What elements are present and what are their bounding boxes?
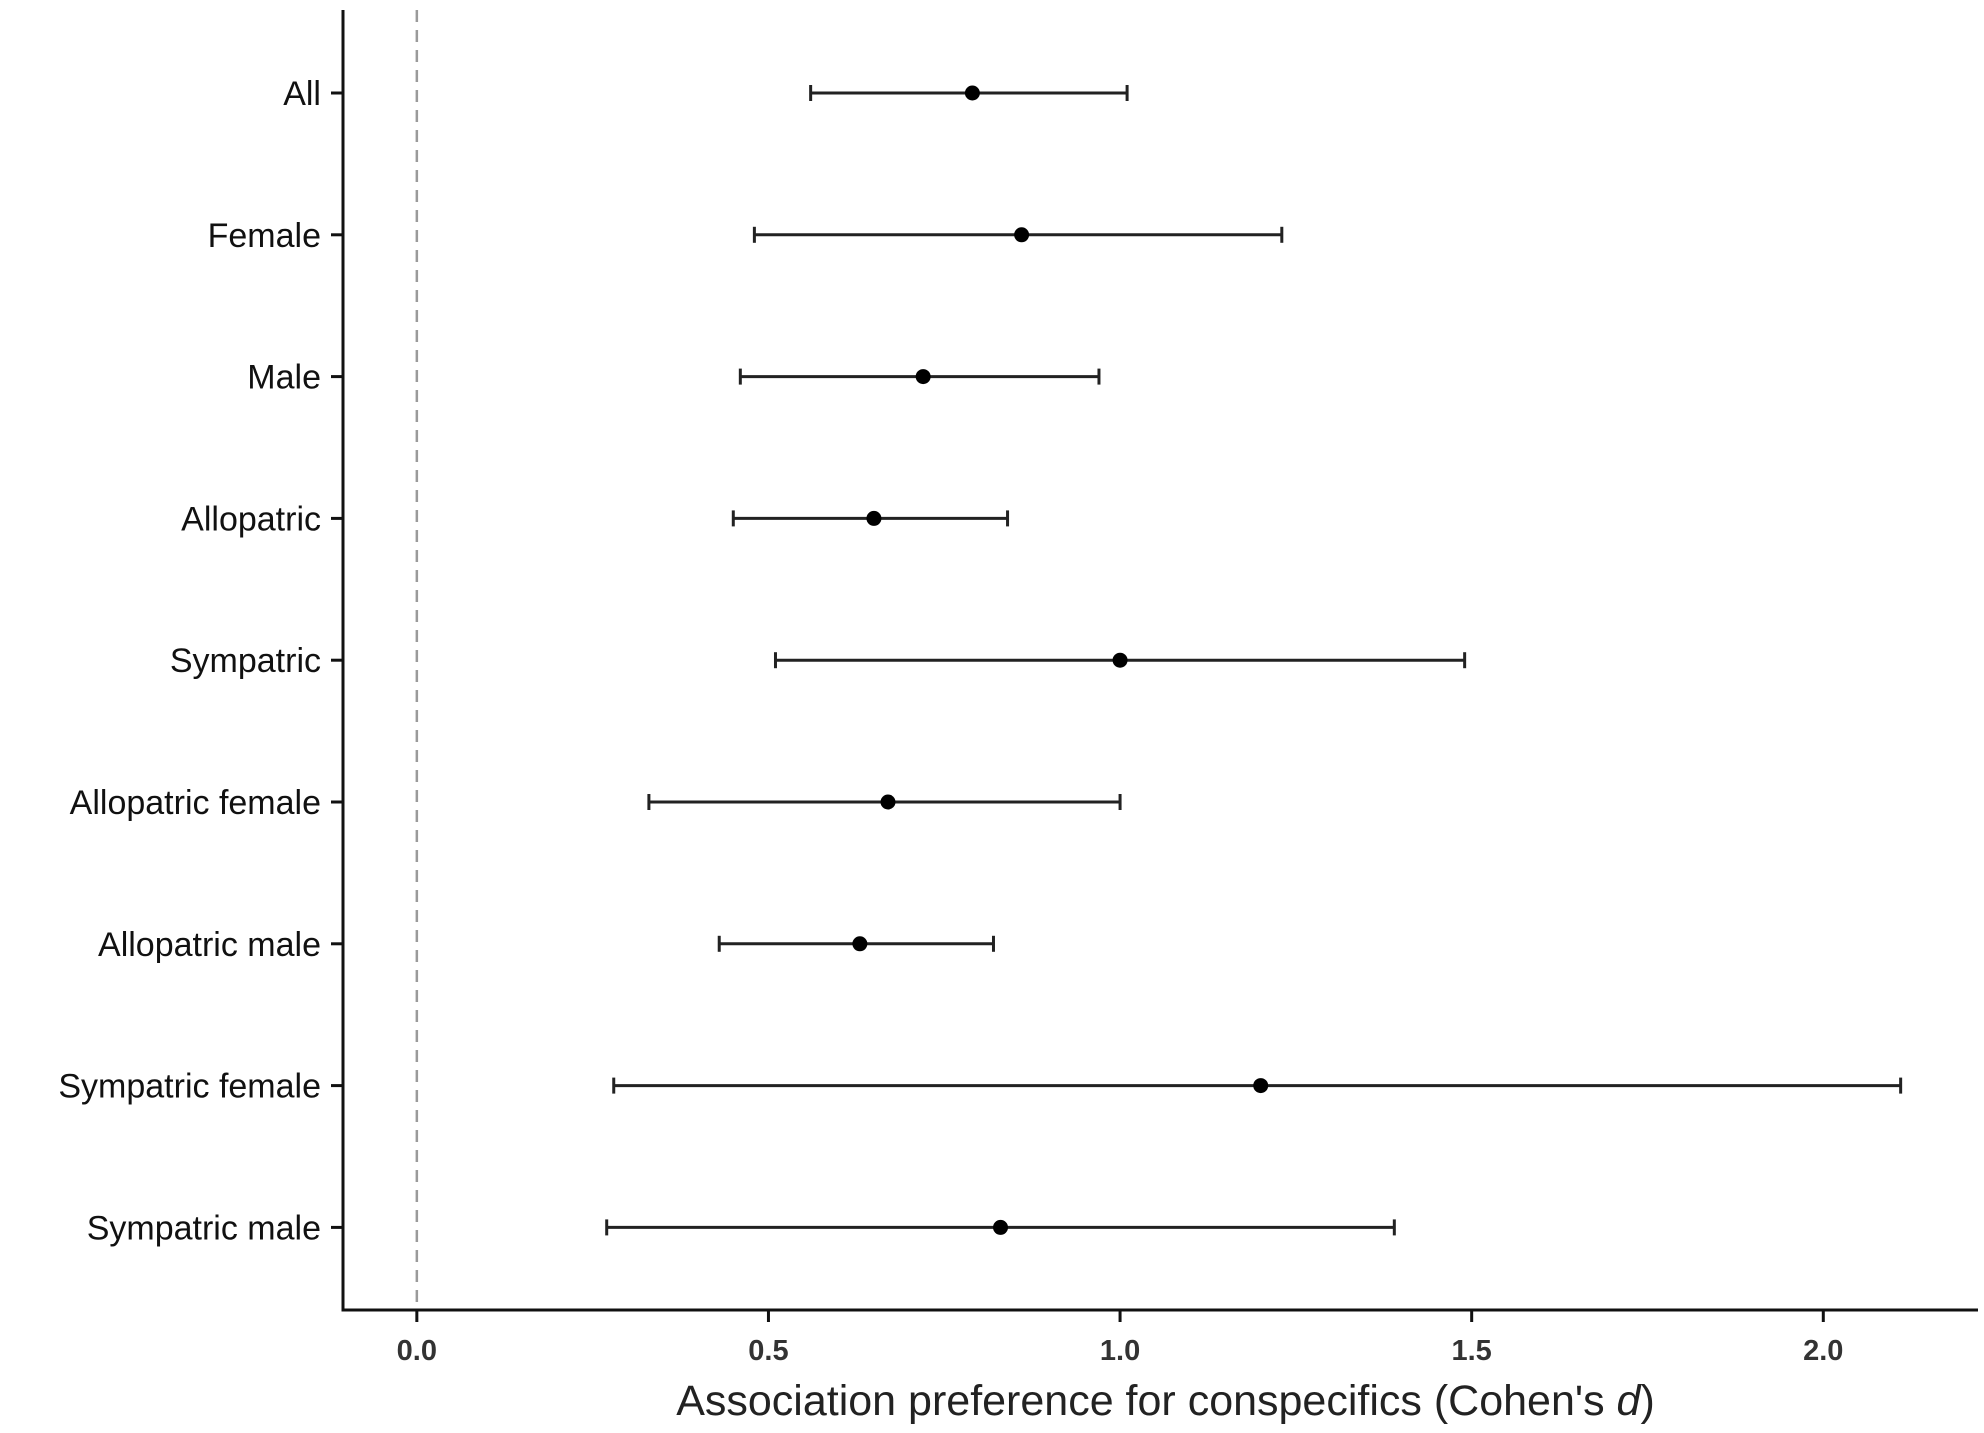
estimate-point-allopatric-male — [852, 936, 868, 952]
y-tick-label-allopatric: Allopatric — [181, 500, 321, 538]
x-axis-title-close: ) — [1640, 1377, 1654, 1425]
point-estimates — [852, 85, 1269, 1235]
x-tick-label: 1.0 — [1100, 1335, 1140, 1367]
estimate-point-sympatric — [1112, 652, 1128, 668]
y-tick-label-female: Female — [208, 217, 321, 255]
x-axis-ticks: 0.0 0.5 1.0 1.5 2.0 — [397, 1310, 1843, 1367]
y-tick-label-sympatric-female: Sympatric female — [58, 1068, 321, 1106]
x-axis-title-italic: d — [1617, 1377, 1643, 1425]
x-tick-label: 0.0 — [397, 1335, 437, 1367]
y-tick-label-all: All — [283, 75, 321, 113]
estimate-point-sympatric-female — [1253, 1078, 1269, 1094]
y-tick-label-sympatric-male: Sympatric male — [87, 1209, 321, 1247]
x-axis-title-main: Association preference for conspecifics … — [676, 1377, 1616, 1425]
confidence-intervals — [605, 85, 1903, 1236]
x-axis-title: Association preference for conspecifics … — [676, 1377, 1655, 1425]
y-axis-ticks: All Female Male Allopatric Sympatric Allopatr… — [58, 75, 343, 1247]
estimate-point-all — [964, 85, 980, 101]
estimate-point-allopatric — [866, 510, 882, 526]
y-tick-label-allopatric-male: Allopatric male — [98, 926, 321, 964]
estimate-point-allopatric-female — [880, 794, 896, 810]
estimate-point-female — [1014, 227, 1030, 243]
y-tick-label-allopatric-female: Allopatric female — [70, 784, 321, 822]
estimate-point-sympatric-male — [993, 1219, 1009, 1235]
y-tick-label-male: Male — [247, 359, 321, 397]
x-tick-label: 1.5 — [1452, 1335, 1492, 1367]
estimate-point-male — [915, 369, 931, 385]
x-tick-label: 0.5 — [748, 1335, 788, 1367]
x-tick-label: 2.0 — [1803, 1335, 1843, 1367]
y-tick-label-sympatric: Sympatric — [170, 642, 321, 680]
